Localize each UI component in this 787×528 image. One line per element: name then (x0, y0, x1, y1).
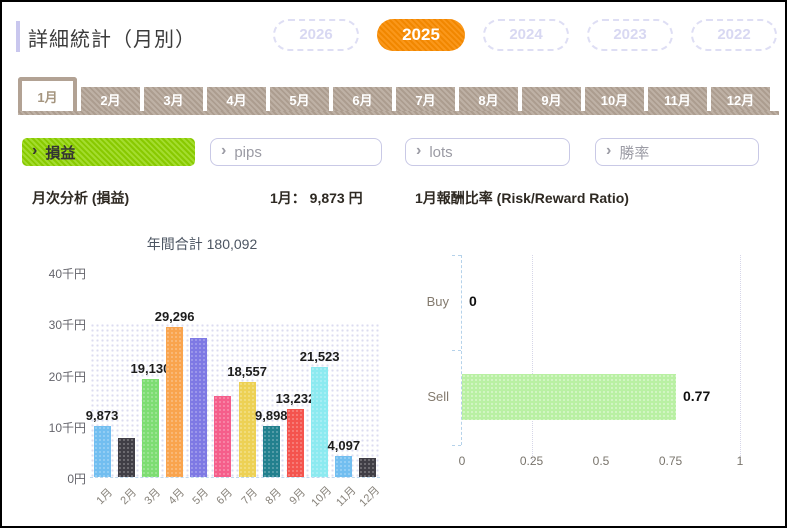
bar-value-label: 19,130 (130, 361, 171, 376)
filter-label: pips (234, 143, 262, 161)
month-tab-2[interactable]: 2月 (81, 87, 140, 111)
month-tab-9[interactable]: 9月 (522, 87, 581, 111)
bar-value-label: 21,523 (299, 349, 340, 364)
x-tick-label: 1月 (93, 486, 115, 508)
rr-axis-tick (452, 255, 461, 256)
x-tick-label: 11月 (333, 484, 359, 509)
rr-x-tick-label: 0.5 (592, 454, 610, 468)
bar-8月: 9,898 (255, 408, 288, 477)
filter-label: lots (429, 143, 453, 161)
bar-11月: 4,097 (328, 438, 360, 477)
month-tab-8[interactable]: 8月 (459, 87, 518, 111)
bar-value-label: 9,873 (85, 408, 119, 423)
chevron-right-icon: › (32, 142, 38, 159)
year-tab-2026[interactable]: 2026 (273, 19, 359, 51)
month-tab-11[interactable]: 11月 (648, 87, 707, 111)
y-tick-label: 10千円 (48, 420, 86, 435)
chevron-right-icon: › (416, 142, 422, 159)
bar-4月: 29,296 (155, 309, 194, 477)
filter-label: 損益 (45, 144, 76, 162)
bar-1月: 9,873 (86, 408, 118, 477)
left-chart-heading: 月次分析 (損益) (32, 190, 130, 206)
month-tab-1[interactable]: 1月 (18, 77, 77, 111)
x-tick-label: 6月 (214, 486, 236, 508)
rr-gridline (740, 255, 741, 462)
x-tick-label: 5月 (190, 486, 212, 508)
rr-value-label: 0 (469, 293, 477, 309)
rr-x-tick-label: 0 (458, 454, 466, 468)
month-tab-4[interactable]: 4月 (207, 87, 266, 111)
year-tab-2024[interactable]: 2024 (483, 19, 569, 51)
annual-total-label: 年間合計 180,092 (146, 236, 258, 252)
year-tab-2022[interactable]: 2022 (691, 19, 777, 51)
rr-x-tick-label: 0.75 (658, 454, 683, 468)
month-total-value: 1月： 9,873 円 (270, 190, 363, 206)
bar-value-label: 18,557 (227, 364, 267, 379)
title-accent-bar (16, 21, 20, 52)
rr-value-label: 0.77 (683, 388, 711, 404)
chart-band (90, 323, 380, 477)
bar-value-label: 29,296 (154, 309, 195, 324)
chevron-right-icon: › (221, 142, 227, 159)
x-tick-label: 12月 (357, 484, 383, 510)
rr-y-axis-line (461, 255, 462, 445)
month-tab-5[interactable]: 5月 (270, 87, 329, 111)
rr-axis-tick (452, 350, 461, 351)
rr-gridline (531, 255, 533, 462)
bar-12月 (359, 458, 377, 477)
bar-value-label: 4,097 (327, 438, 361, 453)
bar-5月 (190, 338, 208, 477)
x-tick-label: 9月 (287, 486, 308, 508)
y-tick-label: 0円 (67, 472, 86, 486)
rr-bar-sell (462, 374, 676, 420)
bar-6月 (214, 396, 232, 477)
rr-x-tick-label: 0.25 (519, 454, 544, 468)
right-chart-heading: 1月報酬比率 (Risk/Reward Ratio) (415, 190, 629, 206)
month-tab-7[interactable]: 7月 (396, 87, 455, 111)
month-tabs: 1月 2月 3月 4月 5月 6月 7月 8月 9月 10月 11月 12月 (18, 77, 770, 111)
filter-損益[interactable]: › 損益 (22, 138, 195, 166)
month-tab-10[interactable]: 10月 (585, 87, 644, 111)
page-title: 詳細統計（月別） (28, 29, 196, 51)
filter-勝率[interactable]: › 勝率 (595, 138, 759, 166)
bar-3月: 19,130 (131, 361, 170, 477)
bar-value-label: 9,898 (255, 408, 288, 423)
month-tab-6[interactable]: 6月 (333, 87, 392, 111)
bar-10月: 21,523 (300, 349, 340, 477)
x-axis-labels: 1月 2月 3月 4月 5月 6月 7月 8月 9月 10月 11月 12月 (90, 481, 383, 509)
bar-7月: 18,557 (227, 364, 267, 477)
rr-category-buy: Buy (426, 294, 449, 309)
filter-lots[interactable]: › lots (405, 138, 570, 166)
month-tab-3[interactable]: 3月 (144, 87, 203, 111)
y-tick-label: 40千円 (48, 267, 86, 281)
bar-2月 (117, 438, 135, 477)
x-axis-line (90, 477, 380, 478)
x-tick-label: 3月 (142, 486, 163, 508)
filter-pips[interactable]: › pips (210, 138, 382, 166)
year-tab-2025[interactable]: 2025 (377, 19, 465, 51)
month-tab-12[interactable]: 12月 (711, 87, 770, 111)
monthly-bar-chart: 9,873 19,130 29,296 18,557 9,898 13,232 21,523… (86, 272, 380, 477)
y-tick-label: 20千円 (48, 369, 86, 384)
year-tab-2023[interactable]: 2023 (587, 19, 673, 51)
x-tick-label: 2月 (118, 486, 139, 508)
x-tick-label: 8月 (263, 486, 284, 508)
rr-category-sell: Sell (427, 389, 449, 404)
y-tick-label: 30千円 (48, 318, 86, 333)
bar-value-label: 13,232 (275, 391, 316, 406)
filter-label: 勝率 (619, 144, 650, 162)
rr-x-tick-label: 1 (736, 454, 744, 468)
month-tabs-baseline (18, 111, 779, 115)
x-tick-label: 7月 (238, 486, 260, 508)
chevron-right-icon: › (606, 142, 612, 159)
x-tick-label: 4月 (166, 486, 188, 508)
bar-9月: 13,232 (276, 391, 315, 477)
year-tabs: 2026 2025 2024 2023 2022 (273, 19, 777, 51)
rr-axis-tick (452, 445, 461, 446)
